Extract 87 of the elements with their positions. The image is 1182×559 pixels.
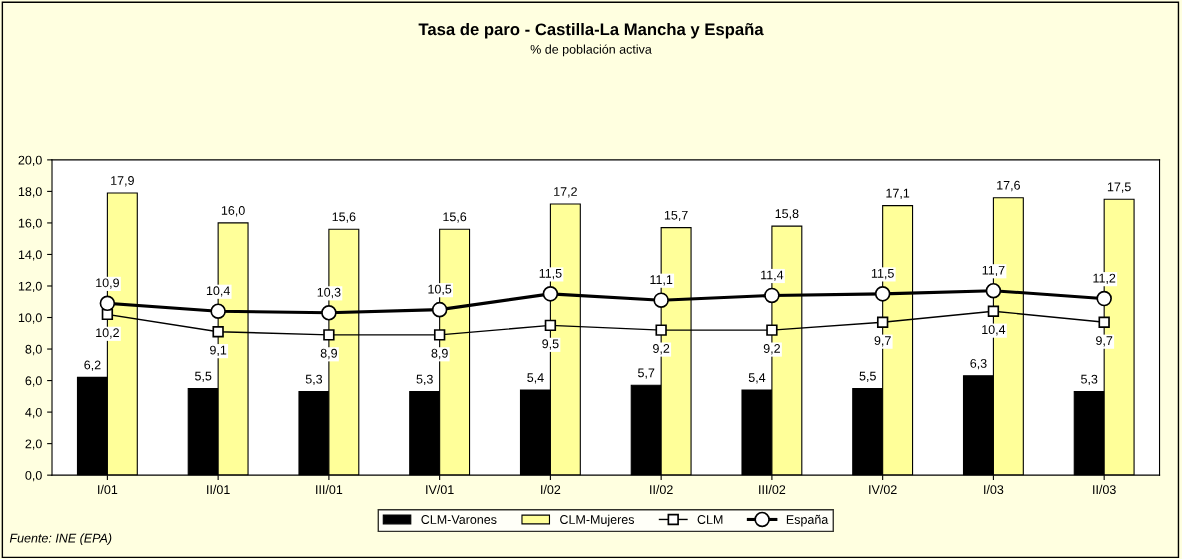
data-label: 15,8 — [775, 209, 799, 220]
data-label: 11,7 — [982, 265, 1005, 277]
y-tick-label: 18,0 — [18, 187, 42, 198]
data-label: 6,3 — [970, 358, 987, 370]
data-label: 9,2 — [763, 344, 780, 355]
point — [542, 286, 559, 302]
point — [210, 303, 226, 319]
point — [433, 329, 446, 341]
y-tick-label: 4,0 — [25, 407, 42, 419]
y-tick-label: 14,0 — [18, 250, 42, 261]
chart-subtitle: % de población activa — [530, 44, 652, 57]
data-label: 5,5 — [859, 371, 876, 382]
data-label: 10,2 — [96, 328, 119, 339]
y-tick-label: 10,0 — [18, 313, 42, 324]
y-tick-label: 2,0 — [25, 439, 42, 450]
data-label: 17,5 — [1107, 182, 1131, 193]
y-tick-label: 16,0 — [18, 218, 42, 230]
data-label: 17,2 — [554, 187, 577, 198]
x-tick-label: I/03 — [984, 484, 1004, 495]
x-tick-label: IV/02 — [869, 484, 897, 495]
x-tick-label: III/02 — [759, 484, 786, 495]
source-note: Fuente: INE (EPA) — [9, 533, 112, 546]
legend-label: CLM-Mujeres — [560, 514, 635, 527]
data-label: 10,5 — [428, 284, 452, 296]
data-label: 10,3 — [317, 287, 341, 299]
data-label: 15,6 — [443, 212, 467, 223]
data-label: 15,7 — [664, 210, 688, 222]
data-label: 9,7 — [874, 336, 891, 347]
point — [544, 319, 557, 332]
y-tick-label: 8,0 — [25, 344, 42, 356]
data-label: 10,9 — [96, 278, 119, 289]
data-label: 15,6 — [332, 212, 356, 223]
point — [766, 324, 778, 336]
data-label: 11,2 — [1093, 273, 1116, 284]
data-label: 5,4 — [527, 373, 544, 384]
data-label: 9,5 — [542, 339, 559, 350]
point — [323, 329, 335, 341]
data-label: 16,0 — [221, 206, 245, 217]
data-label: 8,9 — [431, 348, 448, 360]
point — [431, 301, 448, 318]
x-tick-label: I/01 — [98, 484, 118, 495]
y-tick-label: 20,0 — [18, 155, 42, 166]
data-label: 11,4 — [761, 270, 784, 281]
x-tick-label: II/02 — [650, 484, 673, 495]
chart-title: Tasa de paro - Castilla-La Mancha y España — [418, 22, 764, 39]
point — [655, 324, 667, 336]
point — [212, 326, 224, 338]
data-label: 11,5 — [539, 269, 562, 280]
data-label: 17,1 — [886, 188, 910, 200]
data-label: 9,2 — [653, 344, 670, 355]
point — [985, 282, 1002, 299]
point — [653, 292, 669, 308]
y-tick-label: 12,0 — [18, 281, 42, 293]
point — [99, 295, 116, 312]
x-tick-label: III/01 — [316, 484, 343, 495]
legend-label: España — [786, 514, 829, 527]
legend-label: CLM-Varones — [421, 515, 497, 524]
data-label: 5,3 — [1081, 374, 1098, 386]
y-tick-label: 6,0 — [25, 376, 42, 387]
data-label: 10,4 — [206, 286, 230, 297]
data-label: 5,3 — [305, 374, 323, 386]
x-tick-label: II/01 — [207, 484, 230, 495]
data-label: 5,3 — [416, 374, 433, 386]
x-tick-label: IV/01 — [426, 484, 454, 495]
data-label: 5,7 — [638, 368, 655, 379]
point — [987, 305, 1000, 317]
point — [764, 287, 780, 304]
point — [1096, 290, 1112, 307]
data-label: 5,5 — [195, 371, 212, 382]
data-label: 6,2 — [84, 360, 101, 371]
data-label: 9,1 — [210, 345, 227, 356]
data-label: 17,9 — [111, 176, 134, 187]
data-label: 10,4 — [982, 325, 1006, 336]
data-label: 11,1 — [650, 275, 673, 286]
data-label: 11,5 — [871, 269, 894, 280]
x-tick-label: II/03 — [1093, 484, 1116, 495]
point — [876, 316, 889, 328]
data-label: 9,7 — [1096, 336, 1113, 347]
legend-label: CLM — [697, 515, 723, 524]
data-label: 17,6 — [997, 180, 1020, 192]
x-tick-label: I/02 — [541, 484, 561, 495]
point — [874, 286, 891, 302]
y-tick-label: 0,0 — [25, 470, 42, 482]
point — [321, 305, 337, 321]
data-label: 5,4 — [748, 373, 766, 384]
point — [1098, 316, 1110, 328]
data-label: 8,9 — [320, 348, 337, 360]
